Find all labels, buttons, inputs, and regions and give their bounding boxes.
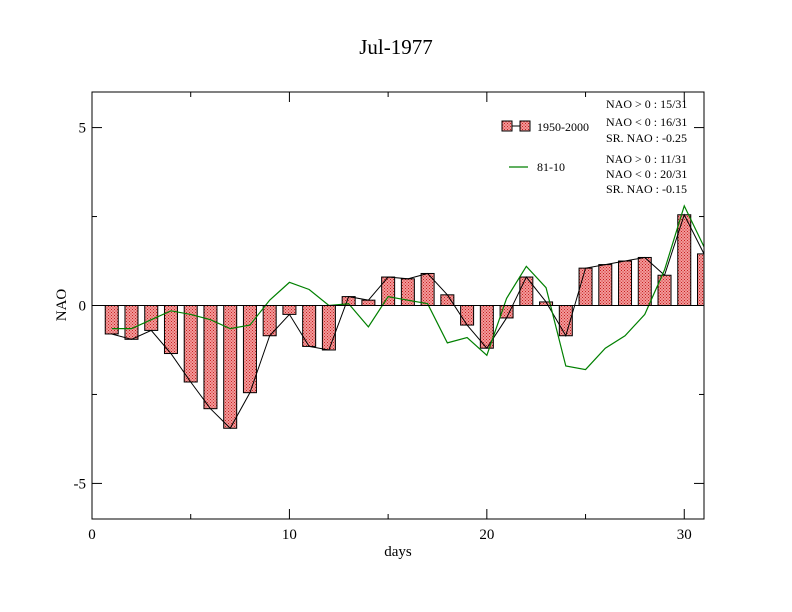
series-81-10-line [111,204,704,371]
bar-day-19 [460,305,475,326]
bar-day-27 [618,260,633,306]
bar-day-18 [440,294,455,307]
bar-day-25 [578,267,593,307]
bar-day-28 [637,256,652,306]
bar-day-31 [697,253,704,306]
legend-stat-81-positive: NAO > 0 : 11/31 [606,152,687,166]
legend-bar-swatch-left [501,120,513,132]
legend-stat-1950-negative: NAO < 0 : 16/31 [606,115,687,129]
bar-day-6 [203,305,218,410]
y-tick-label: 0 [79,299,87,315]
x-tick-label: 0 [88,527,96,543]
bar-day-1 [104,305,119,335]
x-tick-label: 30 [677,527,692,543]
bar-day-15 [381,276,396,306]
y-tick-label: -5 [74,476,87,492]
legend-label-81-10: 81-10 [537,160,565,174]
legend-stat-81-negative: NAO < 0 : 20/31 [606,167,687,181]
bar-day-26 [598,264,613,306]
bar-day-10 [282,305,297,315]
bar-day-14 [361,299,376,307]
legend-label-1950-2000: 1950-2000 [537,120,589,134]
y-axis-label: NAO [54,289,70,322]
chart-title: Jul-1977 [359,35,433,59]
series-1950-2000-line [111,213,704,430]
legend-bar-swatch-right [519,120,531,132]
bar-day-2 [124,305,139,340]
legend: 1950-2000 NAO > 0 : 15/31 NAO < 0 : 16/3… [501,97,687,196]
bar-day-11 [302,305,317,347]
bar-day-5 [183,305,198,383]
x-tick-label: 10 [282,527,297,543]
x-axis-label: days [384,544,412,560]
bar-day-22 [519,276,534,306]
legend-stat-1950-positive: NAO > 0 : 15/31 [606,97,687,111]
legend-stat-81-sum: SR. NAO : -0.15 [606,182,687,196]
bar-day-7 [223,305,238,429]
y-tick-label: 5 [79,121,87,137]
legend-stat-1950-sum: SR. NAO : -0.25 [606,131,687,145]
x-tick-label: 20 [479,527,494,543]
bar-day-12 [321,305,336,351]
